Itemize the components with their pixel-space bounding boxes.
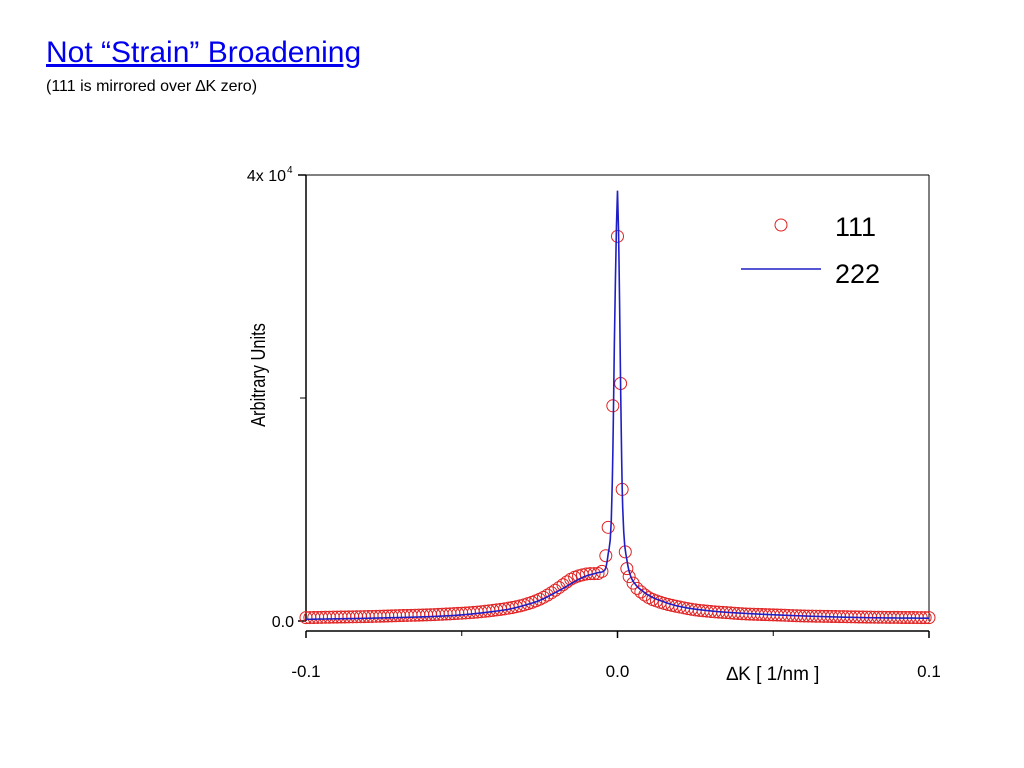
y-tick-exponent: 4 bbox=[287, 165, 293, 176]
series-111-point bbox=[587, 567, 601, 581]
y-tick-label: 0.0 bbox=[272, 614, 294, 631]
y-tick-label: 4x 10 bbox=[247, 168, 286, 185]
series-111-point bbox=[595, 564, 609, 578]
series-111-point bbox=[638, 588, 652, 602]
x-tick-label: 0.0 bbox=[606, 662, 630, 681]
y-axis-label: Arbitrary Units bbox=[246, 323, 269, 427]
plot-area: -0.1 0.0 0.1 0.0 4x 10 4 111 222 bbox=[247, 165, 941, 681]
series-111-point bbox=[599, 549, 613, 563]
legend-111-swatch bbox=[774, 218, 788, 232]
x-axis-label: ∆K [ 1/nm ] bbox=[727, 664, 820, 685]
legend-label-222: 222 bbox=[835, 259, 880, 289]
slide-title: Not “Strain” Broadening bbox=[46, 36, 362, 69]
series-111-point bbox=[630, 581, 644, 595]
x-tick-label: 0.1 bbox=[917, 662, 941, 681]
series-222-line bbox=[305, 190, 930, 621]
slide-subtitle: (111 is mirrored over ∆K zero) bbox=[46, 78, 258, 95]
series-111-markers bbox=[299, 229, 936, 625]
series-111-point bbox=[611, 229, 624, 243]
legend: 111 222 bbox=[741, 212, 880, 289]
series-111-point bbox=[540, 588, 554, 602]
series-111-point bbox=[601, 520, 615, 534]
legend-label-111: 111 bbox=[835, 212, 876, 242]
series-111-point bbox=[537, 590, 551, 604]
series-111-point bbox=[634, 585, 648, 599]
x-tick-label: -0.1 bbox=[291, 662, 320, 681]
